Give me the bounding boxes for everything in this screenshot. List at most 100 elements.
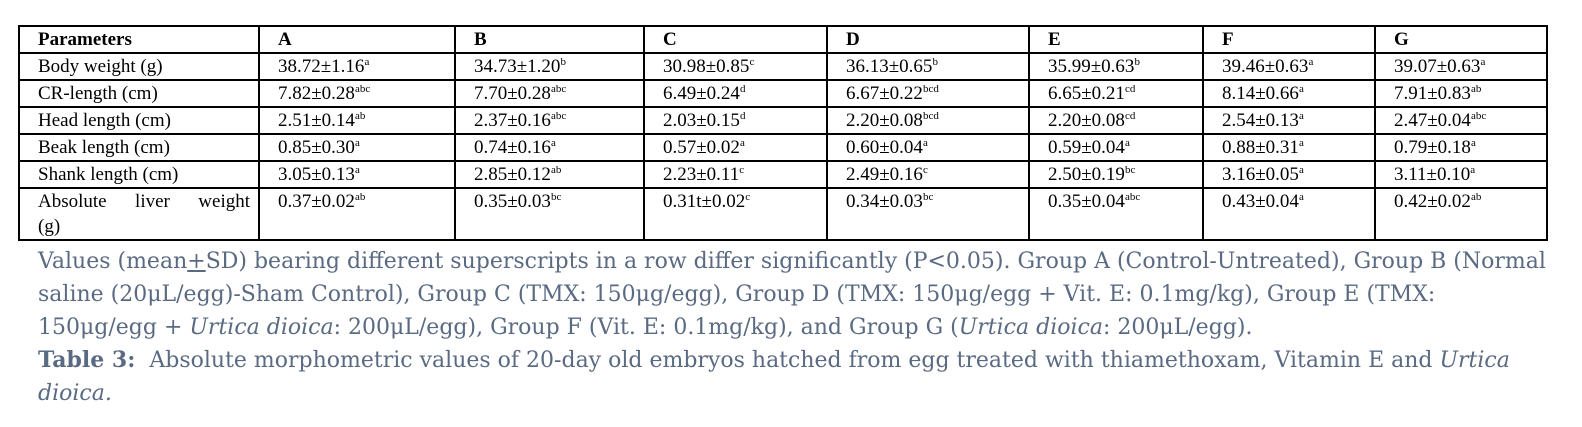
morphometric-table-container: Parameters A B C D E F G Body weight (g) 38.72±1… [18, 25, 1548, 241]
value-cell: 3.11±0.10a [1374, 160, 1548, 189]
mean-sd-value: 3.11±0.10 [1394, 164, 1471, 185]
header-group-f: F [1202, 25, 1376, 54]
morphometric-table: Parameters A B C D E F G Body weight (g) 38.72±1… [18, 25, 1548, 241]
value-cell: 0.59±0.04a [1028, 133, 1204, 162]
value-cell: 34.73±1.20b [454, 52, 645, 81]
mean-sd-value: 7.82±0.28 [278, 83, 355, 104]
table-row: Absolute liver weight (g) 0.37±0.02ab 0.35±… [18, 187, 1548, 241]
significance-superscript: a [1298, 137, 1304, 149]
significance-superscript: a [1298, 191, 1304, 203]
significance-superscript: a [354, 164, 360, 176]
mean-sd-value: 7.91±0.83 [1394, 83, 1471, 104]
table-header-row: Parameters A B C D E F G [18, 25, 1548, 54]
caption-text: Absolute morphometric values of 20-day o… [135, 348, 1440, 373]
significance-superscript: abc [550, 83, 567, 95]
table-label: Table 3: [38, 347, 136, 373]
significance-superscript: c [745, 191, 751, 203]
significance-superscript: a [739, 137, 745, 149]
significance-superscript: b [1134, 56, 1140, 68]
significance-superscript: cd [1124, 110, 1136, 122]
parameter-cell: Shank length (cm) [18, 160, 260, 189]
table-row: Shank length (cm) 3.05±0.13a 2.85±0.12ab 2.… [18, 160, 1548, 189]
value-cell: 0.35±0.03bc [454, 187, 645, 241]
parameter-cell: Head length (cm) [18, 106, 260, 135]
table-caption: Table 3: Absolute morphometric values of… [38, 344, 1558, 410]
significance-superscript: d [739, 83, 746, 95]
table-row: CR-length (cm) 7.82±0.28abc 7.70±0.28abc 6.… [18, 79, 1548, 108]
table-notes: Values (mean+SD) bearing different super… [38, 245, 1558, 410]
header-group-e: E [1028, 25, 1204, 54]
mean-sd-value: 2.50±0.19 [1048, 164, 1125, 185]
value-cell: 7.91±0.83ab [1374, 79, 1548, 108]
mean-sd-value: 2.37±0.16 [474, 110, 551, 131]
note-plus-minus: + [187, 249, 206, 274]
table-row: Head length (cm) 2.51±0.14ab 2.37±0.16abc 2… [18, 106, 1548, 135]
significance-superscript: abc [550, 110, 567, 122]
mean-sd-value: 6.65±0.21 [1048, 83, 1125, 104]
mean-sd-value: 2.03±0.15 [663, 110, 740, 131]
value-cell: 0.31t±0.02c [643, 187, 828, 241]
value-cell: 2.85±0.12ab [454, 160, 645, 189]
header-group-d: D [826, 25, 1030, 54]
mean-sd-value: 8.14±0.66 [1222, 83, 1299, 104]
value-cell: 0.85±0.30a [258, 133, 456, 162]
significance-superscript: a [922, 137, 928, 149]
significance-superscript: a [1124, 137, 1130, 149]
significance-superscript: a [1298, 83, 1304, 95]
note-text-1: Values (mean [38, 249, 188, 274]
mean-sd-value: 2.51±0.14 [278, 110, 355, 131]
value-cell: 0.60±0.04a [826, 133, 1030, 162]
mean-sd-value: 0.88±0.31 [1222, 137, 1299, 158]
mean-sd-value: 0.34±0.03 [846, 191, 923, 212]
significance-superscript: a [1470, 137, 1476, 149]
mean-sd-value: 0.35±0.03 [474, 191, 551, 212]
significance-superscript: a [1298, 110, 1304, 122]
note-text-2: SD) bearing different superscripts in a … [38, 249, 1546, 340]
value-cell: 0.35±0.04abc [1028, 187, 1204, 241]
significance-superscript: a [550, 137, 556, 149]
header-group-c: C [643, 25, 828, 54]
value-cell: 2.51±0.14ab [258, 106, 456, 135]
mean-sd-value: 0.42±0.02 [1394, 191, 1471, 212]
mean-sd-value: 0.35±0.04 [1048, 191, 1125, 212]
significance-superscript: cd [1124, 83, 1136, 95]
mean-sd-value: 0.37±0.02 [278, 191, 355, 212]
value-cell: 0.74±0.16a [454, 133, 645, 162]
mean-sd-value: 38.72±1.16 [278, 56, 365, 77]
note-text-4: : 200μL/egg). [1102, 315, 1253, 340]
value-cell: 7.70±0.28abc [454, 79, 645, 108]
mean-sd-value: 36.13±0.65 [846, 56, 933, 77]
mean-sd-value: 7.70±0.28 [474, 83, 551, 104]
significance-superscript: c [749, 56, 755, 68]
significance-superscript: d [739, 110, 746, 122]
mean-sd-value: 2.54±0.13 [1222, 110, 1299, 131]
significance-superscript: abc [1470, 110, 1487, 122]
value-cell: 7.82±0.28abc [258, 79, 456, 108]
mean-sd-value: 0.85±0.30 [278, 137, 355, 158]
value-cell: 2.54±0.13a [1202, 106, 1376, 135]
mean-sd-value: 0.79±0.18 [1394, 137, 1471, 158]
value-cell: 38.72±1.16a [258, 52, 456, 81]
significance-superscript: a [1308, 56, 1314, 68]
mean-sd-value: 2.23±0.11 [663, 164, 740, 185]
note-species-1: Urtica dioica [189, 315, 334, 340]
significance-superscript: ab [354, 110, 366, 122]
mean-sd-value: 3.05±0.13 [278, 164, 355, 185]
value-cell: 2.37±0.16abc [454, 106, 645, 135]
significance-superscript: bc [922, 191, 934, 203]
note-species-2: Urtica dioica [958, 315, 1103, 340]
mean-sd-value: 39.07±0.63 [1394, 56, 1481, 77]
parameter-line-1: Absolute liver weight [38, 191, 250, 212]
value-cell: 0.88±0.31a [1202, 133, 1376, 162]
significance-superscript: abc [354, 83, 371, 95]
value-cell: 3.05±0.13a [258, 160, 456, 189]
mean-sd-value: 2.47±0.04 [1394, 110, 1471, 131]
value-cell: 0.34±0.03bc [826, 187, 1030, 241]
significance-superscript: bcd [922, 83, 939, 95]
mean-sd-value: 2.20±0.08 [846, 110, 923, 131]
parameter-cell: Beak length (cm) [18, 133, 260, 162]
mean-sd-value: 3.16±0.05 [1222, 164, 1299, 185]
significance-superscript: ab [1470, 83, 1482, 95]
value-cell: 8.14±0.66a [1202, 79, 1376, 108]
value-cell: 6.67±0.22bcd [826, 79, 1030, 108]
